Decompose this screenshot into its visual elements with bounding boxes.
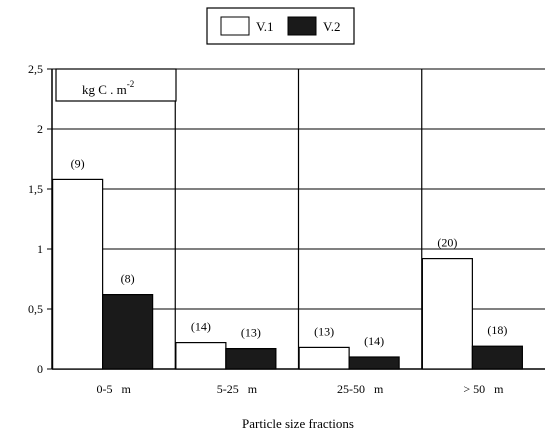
x-tick-label-5-25-m: 5-25 m: [217, 382, 258, 396]
bar-label-v-1-25-50-m: (13): [314, 324, 334, 338]
bar-v-2-50-m: [471, 345, 523, 370]
bar-v-1-50-m: [421, 258, 473, 370]
unit-exponent: -2: [127, 79, 135, 89]
value-labels: (9) (14) (13) (20) (8) (13) (14) (18): [71, 156, 508, 348]
legend: V.1 V.2: [206, 7, 355, 45]
bar-label-v-1-50-m: (20): [437, 236, 457, 250]
y-tick-label-1: 0,5: [28, 302, 43, 316]
bar-label-v-2-0-5-m: (8): [121, 272, 135, 286]
bar-label-v-1-5-25-m: (14): [191, 320, 211, 334]
y-tick-label-4: 2: [37, 122, 43, 136]
x-tick-label-50-m: > 50 m: [463, 382, 504, 396]
legend-label-v2: V.2: [323, 19, 340, 34]
y-tick-label-3: 1,5: [28, 182, 43, 196]
bar-label-v-2-50-m: (18): [487, 323, 507, 337]
x-axis-title: Particle size fractions: [242, 416, 354, 431]
y-axis: 0 0,5 1 1,5 2 2,5: [28, 62, 52, 376]
x-tick-label-0-5-m: 0-5 m: [96, 382, 131, 396]
bar-label-v-1-0-5-m: (9): [71, 156, 85, 170]
y-tick-label-0: 0: [37, 362, 43, 376]
legend-label-v1: V.1: [256, 19, 273, 34]
bar-label-v-2-25-50-m: (14): [364, 334, 384, 348]
bar-label-v-2-5-25-m: (13): [241, 326, 261, 340]
y-tick-label-2: 1: [37, 242, 43, 256]
bars: [52, 178, 523, 370]
bar-v-1-25-50-m: [298, 346, 350, 370]
bar-v-2-25-50-m: [348, 356, 400, 370]
unit-box: kg C . m-2: [55, 68, 177, 102]
y-tick-label-5: 2,5: [28, 62, 43, 76]
unit-label: kg C . m: [82, 82, 127, 97]
bar-v-2-0-5-m: [102, 294, 154, 370]
bar-v-1-5-25-m: [175, 342, 227, 370]
legend-swatch-v2: [287, 16, 317, 36]
bar-v-2-5-25-m: [225, 348, 277, 370]
legend-swatch-v1: [220, 16, 250, 36]
svg-text:kg C . m-2: kg C . m-2: [82, 79, 134, 97]
x-axis: 0-5 m 5-25 m 25-50 m > 50 m: [96, 382, 504, 396]
bar-v-1-0-5-m: [52, 178, 104, 370]
x-tick-label-25-50-m: 25-50 m: [337, 382, 384, 396]
